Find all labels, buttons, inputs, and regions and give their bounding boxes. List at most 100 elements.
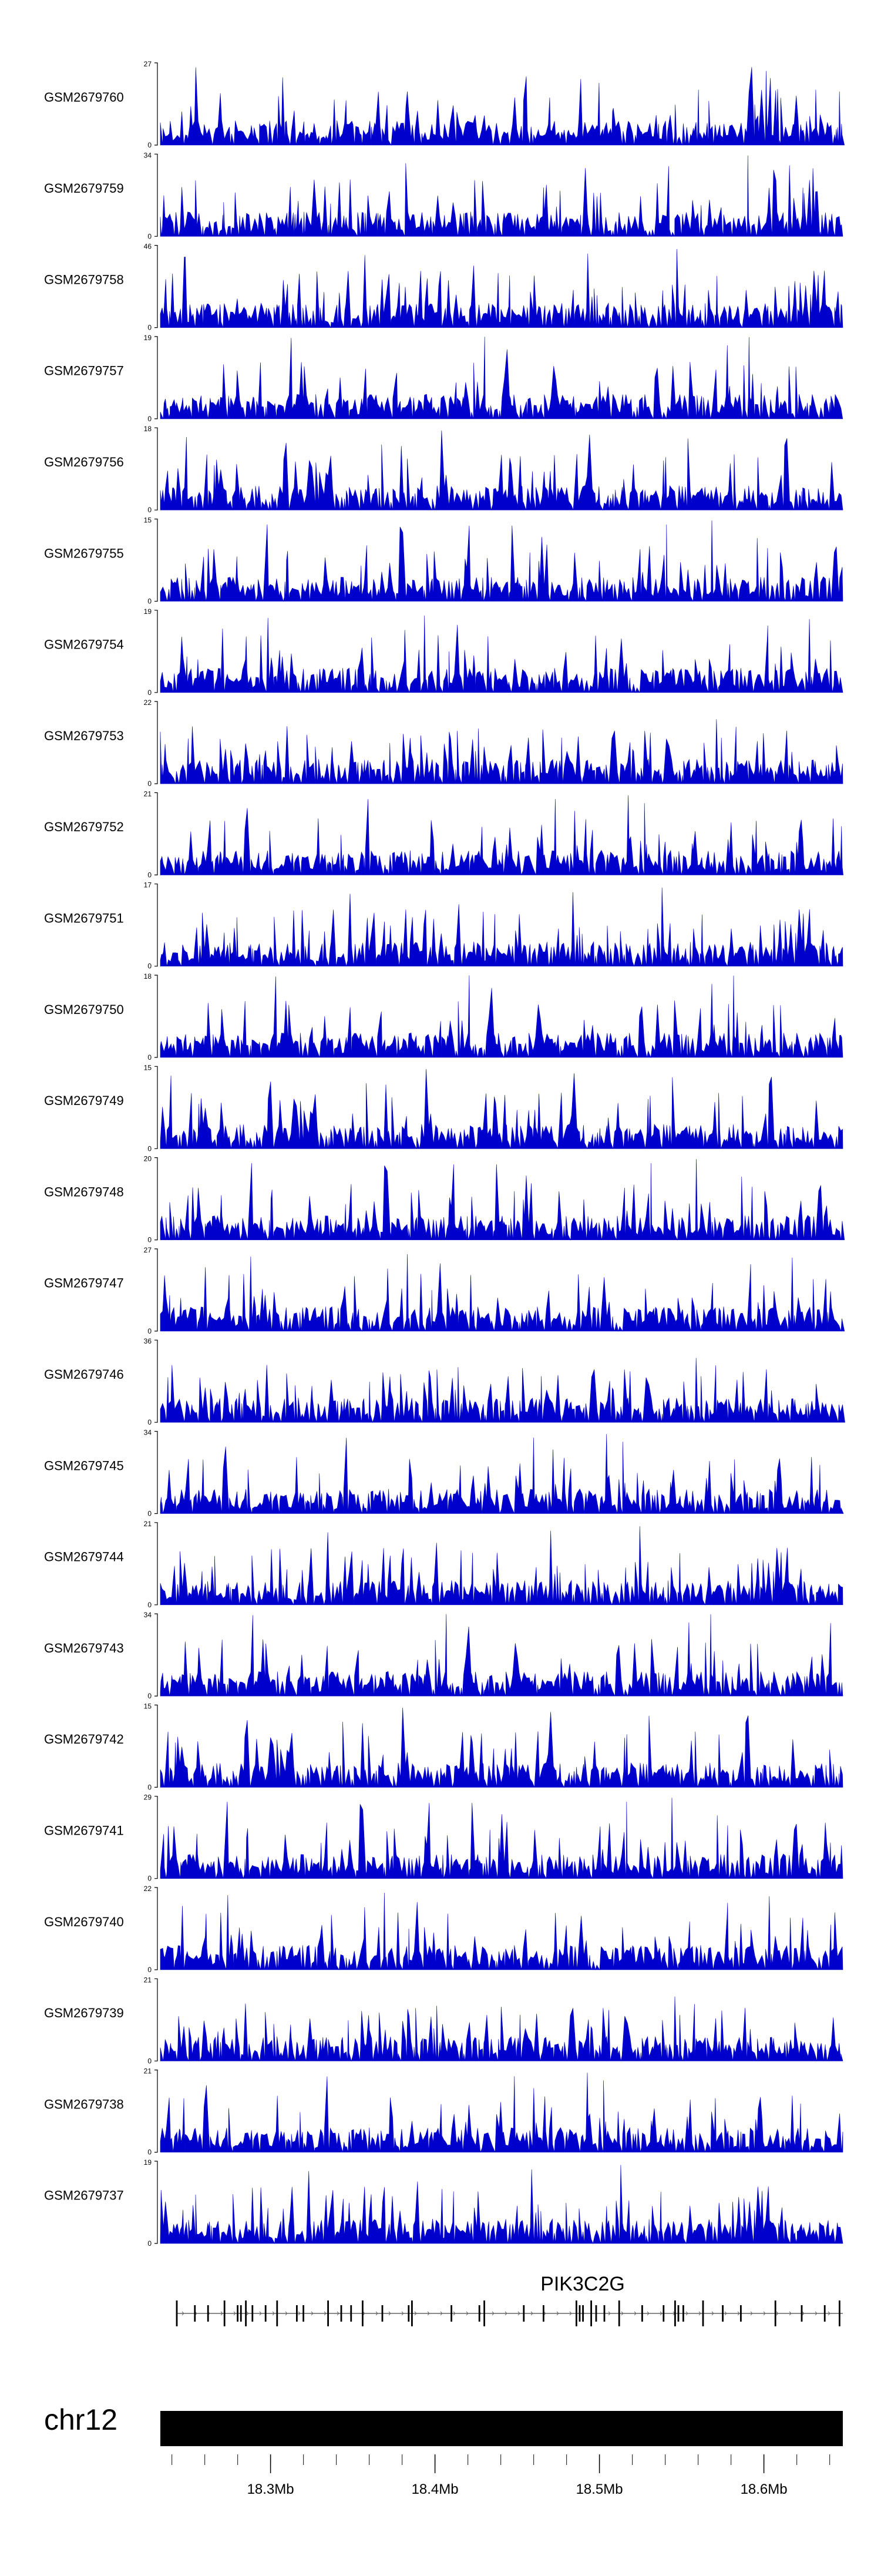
gene-exon [302,2305,304,2322]
strand-arrow [401,2311,404,2316]
strand-arrow [337,2311,339,2316]
gene-exon [207,2305,209,2322]
coverage-area [160,1707,843,1788]
gene-exon [682,2305,684,2322]
track-gsm2679740: GSM2679740 22 0 [44,1885,843,1974]
track-ymax-label: 29 [144,1794,152,1802]
track-y-axis [154,2070,158,2153]
strand-arrow [711,2311,714,2316]
strand-arrow [298,2311,301,2316]
track-label: GSM2679737 [44,2188,124,2203]
coverage-area [160,2165,843,2245]
strand-arrow [233,2311,236,2316]
track-label: GSM2679749 [44,1093,124,1108]
gene-exon [590,2300,592,2326]
track-ymax-label: 18 [144,425,152,433]
track-gsm2679757: GSM2679757 19 0 [44,334,843,423]
coverage-area [160,1526,843,1606]
gene-exon [194,2305,196,2322]
track-y-axis [154,610,158,693]
strand-arrow [311,2311,314,2316]
track-ymin-label: 0 [147,962,152,970]
gene-exon [677,2305,680,2322]
gene-exon [582,2305,584,2322]
strand-arrow [698,2311,701,2316]
track-gsm2679749: GSM2679749 15 0 [44,1063,843,1153]
track-ymin-label: 0 [147,871,152,879]
gene-exon [237,2305,238,2322]
strand-arrow [466,2311,469,2316]
gene-exon [450,2305,452,2322]
track-ymax-label: 15 [144,1063,152,1072]
gene-exon [408,2305,410,2322]
track-y-axis [154,1248,158,1332]
track-ymin-label: 0 [147,597,152,606]
track-ymin-label: 0 [147,1053,152,1062]
track-label: GSM2679758 [44,272,124,287]
gene-exon [523,2305,525,2322]
gene-exon [381,2305,384,2322]
track-gsm2679741: GSM2679741 29 0 [44,1794,843,1883]
axis-tick-label: 18.3Mb [247,2481,294,2497]
track-y-axis [154,975,158,1058]
gene-model-track: PIK3C2G [176,2273,843,2326]
strand-arrow [505,2311,507,2316]
track-ymin-label: 0 [147,415,152,423]
track-y-axis [154,1157,158,1241]
gene-exon [543,2305,544,2322]
track-label: GSM2679746 [44,1367,124,1382]
strand-arrow [789,2311,792,2316]
gene-exon [264,2305,267,2322]
track-gsm2679747: GSM2679747 27 0 [44,1246,845,1335]
chromosome-bar [160,2411,843,2446]
track-label: GSM2679743 [44,1641,124,1655]
track-label: GSM2679760 [44,90,124,105]
track-y-axis [154,792,158,875]
track-y-axis [154,1066,158,1149]
gene-exon [223,2300,226,2326]
gene-exon [176,2300,178,2326]
strand-arrow [724,2311,727,2316]
strand-arrow [427,2311,430,2316]
strand-arrow [440,2311,443,2316]
chromosome-axis-track: chr12 18.3Mb 18.4Mb 18.5Mb 18.6Mb [44,2403,843,2497]
coverage-area [160,615,843,693]
gene-exon [483,2300,485,2326]
track-y-axis [154,1339,158,1423]
track-label: GSM2679752 [44,820,124,834]
track-gsm2679760: GSM2679760 27 0 [44,60,845,149]
track-label: GSM2679744 [44,1550,124,1564]
track-ymin-label: 0 [147,2239,152,2248]
track-y-axis [154,245,158,328]
gene-exon [411,2300,413,2326]
coverage-area [160,248,843,328]
coverage-area [160,1892,843,1971]
gene-exon [663,2305,665,2322]
gene-exon [245,2300,247,2326]
track-ymax-label: 46 [144,243,152,251]
gene-exon [340,2305,342,2322]
axis-tick-label: 18.4Mb [412,2481,459,2497]
coverage-area [160,1159,845,1241]
track-y-axis [154,1704,158,1788]
coverage-tracks: GSM2679760270GSM2679759340GSM2679758460G… [44,60,845,2248]
strand-arrow [181,2311,184,2316]
strand-arrow [492,2311,495,2316]
track-ymin-label: 0 [147,232,152,240]
track-ymin-label: 0 [147,1692,152,1700]
track-y-axis [154,1887,158,1970]
gene-exon [823,2305,826,2322]
track-label: GSM2679755 [44,546,124,560]
track-label: GSM2679751 [44,911,124,926]
track-label: GSM2679754 [44,637,124,652]
track-ymax-label: 21 [144,1976,152,1984]
track-gsm2679748: GSM2679748 20 0 [44,1155,845,1244]
track-ymax-label: 22 [144,1885,152,1893]
track-ymax-label: 19 [144,607,152,616]
track-y-axis [154,701,158,784]
track-gsm2679746: GSM2679746 36 0 [44,1337,845,1426]
track-ymin-label: 0 [147,141,152,149]
track-y-axis [154,1796,158,1879]
